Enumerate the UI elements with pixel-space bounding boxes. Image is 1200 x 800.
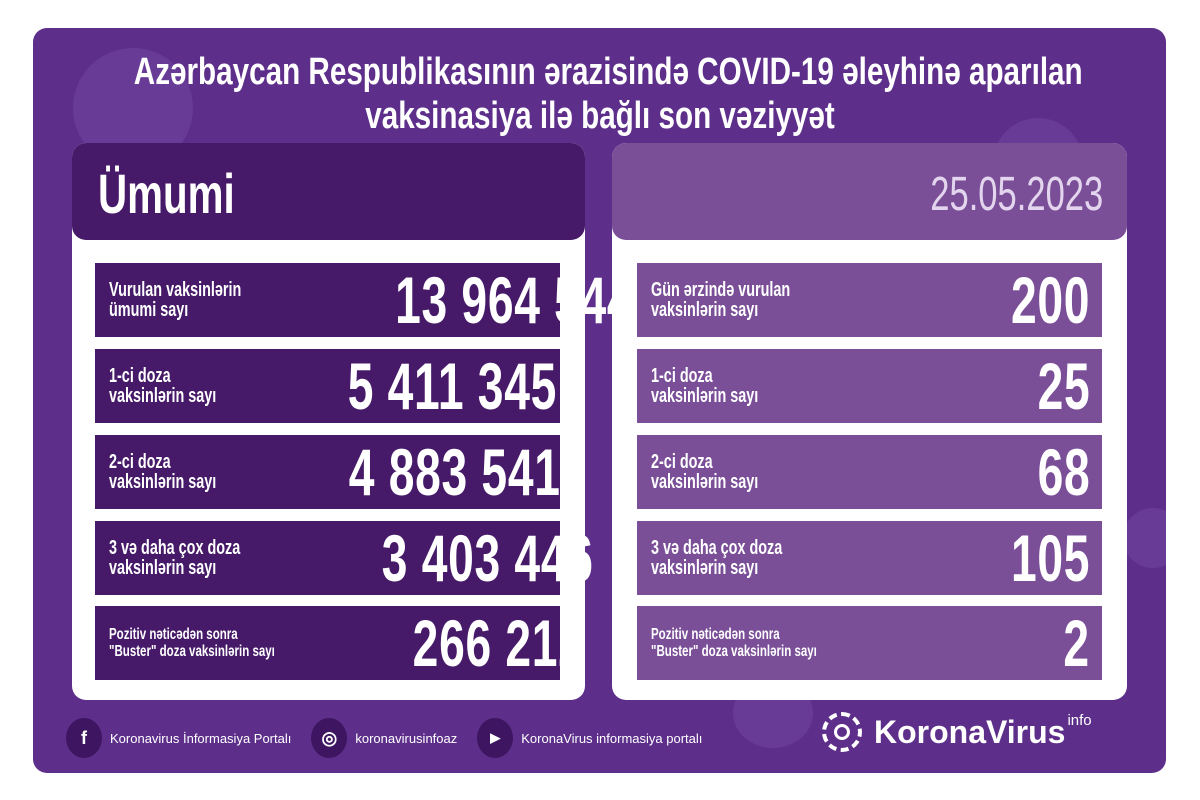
row-label: vaksinlərin sayı [651,385,759,407]
row-label: "Buster" doza vaksinlərin sayı [109,643,275,660]
total-row: 3 və daha çox doza vaksinlərin sayı 3 403… [95,521,593,595]
title-line-2: vaksinasiya ilə bağlı son vəziyyət [365,95,835,137]
row-label: Pozitiv nəticədən sonra [651,626,780,643]
row-label: vaksinlərin sayı [109,385,217,407]
row-label: 1-ci doza [651,365,713,387]
youtube-icon: ▶ [477,718,514,758]
title-line-1: Azərbaycan Respublikasının ərazisində CO… [133,51,1083,93]
total-heading: Ümumi [98,162,235,225]
daily-row: Pozitiv nəticədən sonra "Buster" doza vak… [637,606,1102,680]
date-label: 25.05.2023 [930,168,1103,221]
facebook-icon: f [66,718,102,758]
row-label: 3 və daha çox doza [651,537,783,559]
footer: f Koronavirus İnformasiya Portalı ◎ koro… [66,718,722,758]
row-value: 68 [1037,435,1090,509]
daily-row: 3 və daha çox doza vaksinlərin sayı 105 [637,521,1102,595]
facebook-label: Koronavirus İnformasiya Portalı [110,730,292,746]
instagram-link[interactable]: ◎ koronavirusinfoaz [311,718,457,758]
daily-row: 2-ci doza vaksinlərin sayı 68 [637,435,1102,509]
row-value: 5 411 345 [347,349,557,423]
youtube-link[interactable]: ▶ KoronaVirus informasiya portalı [477,718,702,758]
logo-sup: info [1067,712,1092,729]
daily-row: Gün ərzində vurulan vaksinlərin sayı 200 [637,263,1102,337]
row-label: 1-ci doza [109,365,171,387]
row-label: ümumi sayı [109,299,189,321]
total-row: Vurulan vaksinlərin ümumi sayı 13 964 544 [95,263,632,337]
row-value: 266 212 [413,606,585,680]
instagram-label: koronavirusinfoaz [355,730,458,746]
daily-card: 25.05.2023 Gün ərzində vurulan vaksinləri… [612,143,1127,700]
row-label: vaksinlərin sayı [651,471,759,493]
row-value: 200 [1010,263,1090,337]
row-label: Pozitiv nəticədən sonra [109,626,238,643]
row-value: 105 [1010,521,1090,595]
total-row: Pozitiv nəticədən sonra "Buster" doza vak… [95,606,584,680]
row-label: vaksinlərin sayı [651,299,759,321]
virus-decoration-icon [1123,508,1166,568]
total-row: 1-ci doza vaksinlərin sayı 5 411 345 [95,349,560,423]
facebook-link[interactable]: f Koronavirus İnformasiya Portalı [66,718,291,758]
row-value: 2 [1063,606,1090,680]
total-card: Ümumi Vurulan vaksinlərin ümumi sayı 13 9… [72,143,632,700]
row-label: 2-ci doza [651,451,713,473]
row-label: vaksinlərin sayı [109,557,217,579]
koronavirus-logo: KoronaVirus info [822,712,1092,752]
daily-row: 1-ci doza vaksinlərin sayı 25 [637,349,1102,423]
row-label: 2-ci doza [109,451,171,473]
row-label: vaksinlərin sayı [109,471,217,493]
row-label: Gün ərzində vurulan [651,279,791,301]
row-value: 3 403 446 [382,521,594,595]
youtube-label: KoronaVirus informasiya portalı [521,730,703,746]
row-label: Vurulan vaksinlərin [109,279,242,301]
sun-virus-icon [822,712,862,752]
row-label: vaksinlərin sayı [651,557,759,579]
row-label: 3 və daha çox doza [109,537,241,559]
total-row: 2-ci doza vaksinlərin sayı 4 883 541 [95,435,560,509]
page-title: Azərbaycan Respublikasının ərazisində CO… [0,50,1200,138]
daily-header: 25.05.2023 [612,143,1127,240]
total-header: Ümumi [72,143,585,240]
logo-text: KoronaVirus [874,713,1066,750]
row-label: "Buster" doza vaksinlərin sayı [651,643,817,660]
row-value: 4 883 541 [348,435,561,509]
instagram-icon: ◎ [311,718,348,758]
row-value: 25 [1037,349,1090,423]
row-value: 13 964 544 [394,263,634,337]
